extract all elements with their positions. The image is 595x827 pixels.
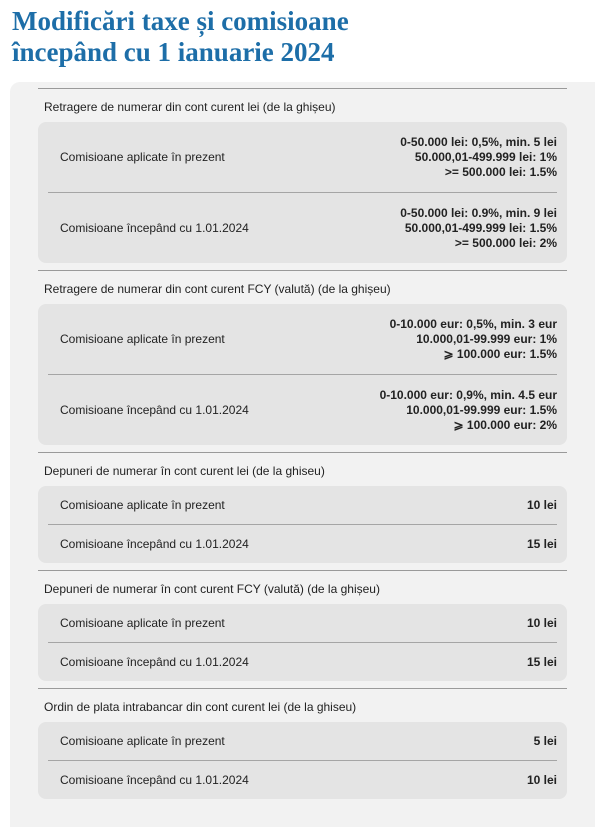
- row-value: 15 lei: [527, 537, 557, 552]
- row-label: Comisioane aplicate în prezent: [60, 498, 225, 512]
- row-label: Comisioane începând cu 1.01.2024: [60, 655, 249, 669]
- fee-row: Comisioane aplicate în prezent 5 lei: [48, 722, 557, 760]
- value-line: 0-50.000 lei: 0.9%, min. 9 lei: [400, 205, 557, 220]
- fee-card: Comisioane aplicate în prezent 10 lei Comi…: [38, 604, 567, 681]
- fee-section: Depuneri de numerar în cont curent FCY (…: [38, 570, 567, 681]
- fee-card: Comisioane aplicate în prezent 10 lei Comi…: [38, 486, 567, 563]
- row-label: Comisioane aplicate în prezent: [60, 734, 225, 748]
- row-value: 15 lei: [527, 655, 557, 670]
- fee-card: Comisioane aplicate în prezent 0-10.000 e…: [38, 304, 567, 445]
- row-value: 10 lei: [527, 498, 557, 513]
- row-label: Comisioane începând cu 1.01.2024: [60, 537, 249, 551]
- row-label: Comisioane începând cu 1.01.2024: [60, 221, 249, 235]
- fee-row: Comisioane începând cu 1.01.2024 0-10.000…: [48, 374, 557, 445]
- value-line: >= 500.000 lei: 1.5%: [444, 164, 557, 179]
- fee-section: Retragere de numerar din cont curent FCY…: [38, 270, 567, 445]
- title-line: Modificări taxe și comisioane: [12, 6, 349, 36]
- row-label: Comisioane începând cu 1.01.2024: [60, 403, 249, 417]
- fee-card: Comisioane aplicate în prezent 0-50.000 l…: [38, 122, 567, 263]
- title-line: începând cu 1 ianuarie 2024: [12, 37, 335, 67]
- fee-row: Comisioane începând cu 1.01.2024 10 lei: [48, 760, 557, 799]
- fee-row: Comisioane aplicate în prezent 0-10.000 e…: [48, 304, 557, 374]
- value-line: 10.000,01-99.999 eur: 1%: [416, 331, 557, 346]
- value-line: 10 lei: [526, 615, 557, 630]
- section-heading: Retragere de numerar din cont curent FCY…: [38, 270, 567, 304]
- fee-section: Ordin de plata intrabancar din cont cure…: [38, 688, 567, 799]
- value-line: 10 lei: [526, 497, 557, 512]
- row-value: 0-50.000 lei: 0.9%, min. 9 lei 50.000,01-…: [400, 206, 557, 251]
- fee-panel: Retragere de numerar din cont curent lei…: [10, 82, 595, 827]
- value-line: >= 500.000 lei: 2%: [454, 235, 557, 250]
- value-line: 0-10.000 eur: 0,5%, min. 3 eur: [389, 316, 557, 331]
- fee-row: Comisioane aplicate în prezent 10 lei: [48, 486, 557, 524]
- fee-section: Retragere de numerar din cont curent lei…: [38, 88, 567, 263]
- title: Modificări taxe și comisioane începând c…: [12, 6, 349, 68]
- row-value: 10 lei: [527, 616, 557, 631]
- value-line: 0-10.000 eur: 0,9%, min. 4.5 eur: [379, 387, 557, 402]
- fee-row: Comisioane aplicate în prezent 0-50.000 l…: [48, 122, 557, 192]
- row-value: 5 lei: [534, 734, 557, 749]
- value-line: 15 lei: [526, 654, 557, 669]
- section-heading: Retragere de numerar din cont curent lei…: [38, 88, 567, 122]
- value-line: 50.000,01-499.999 lei: 1.5%: [404, 220, 557, 235]
- value-line: 10 lei: [526, 772, 557, 787]
- section-heading: Depuneri de numerar în cont curent lei (…: [38, 452, 567, 486]
- row-label: Comisioane aplicate în prezent: [60, 150, 225, 164]
- section-heading: Depuneri de numerar în cont curent FCY (…: [38, 570, 567, 604]
- value-line: 15 lei: [526, 536, 557, 551]
- row-label: Comisioane începând cu 1.01.2024: [60, 773, 249, 787]
- row-value: 0-50.000 lei: 0,5%, min. 5 lei 50.000,01-…: [400, 135, 557, 180]
- fee-row: Comisioane începând cu 1.01.2024 15 lei: [48, 642, 557, 681]
- row-label: Comisioane aplicate în prezent: [60, 332, 225, 346]
- fee-card: Comisioane aplicate în prezent 5 lei Comis…: [38, 722, 567, 799]
- value-line: 10.000,01-99.999 eur: 1.5%: [406, 402, 557, 417]
- value-line: ⩾ 100.000 eur: 2%: [453, 417, 557, 432]
- value-line: 0-50.000 lei: 0,5%, min. 5 lei: [400, 134, 557, 149]
- fee-row: Comisioane aplicate în prezent 10 lei: [48, 604, 557, 642]
- value-line: ⩾ 100.000 eur: 1.5%: [443, 346, 557, 361]
- row-value: 10 lei: [527, 773, 557, 788]
- fee-row: Comisioane începând cu 1.01.2024 0-50.000…: [48, 192, 557, 263]
- fee-section: Depuneri de numerar în cont curent lei (…: [38, 452, 567, 563]
- section-heading: Ordin de plata intrabancar din cont cure…: [38, 688, 567, 722]
- row-value: 0-10.000 eur: 0,5%, min. 3 eur 10.000,01-…: [390, 317, 557, 362]
- fee-row: Comisioane începând cu 1.01.2024 15 lei: [48, 524, 557, 563]
- value-line: 50.000,01-499.999 lei: 1%: [414, 149, 557, 164]
- value-line: 5 lei: [533, 733, 557, 748]
- row-label: Comisioane aplicate în prezent: [60, 616, 225, 630]
- row-value: 0-10.000 eur: 0,9%, min. 4.5 eur 10.000,0…: [380, 388, 557, 433]
